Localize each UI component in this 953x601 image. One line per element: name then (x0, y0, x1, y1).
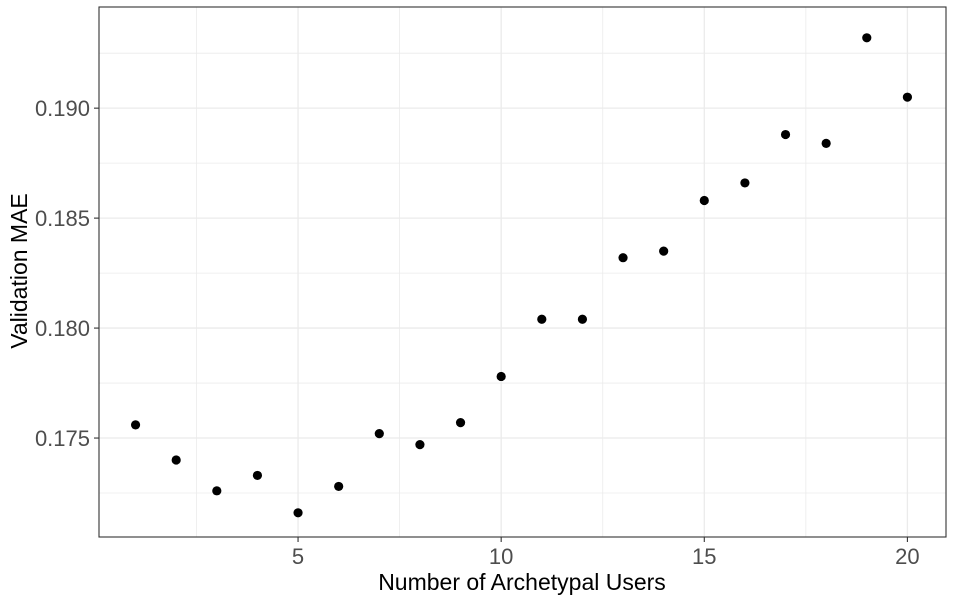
y-tick-label: 0.190 (35, 96, 90, 121)
data-point-4 (252, 470, 263, 481)
data-point-14 (659, 246, 669, 256)
data-point-7 (374, 429, 384, 439)
data-point-8 (415, 440, 425, 450)
data-point-20 (902, 92, 913, 102)
x-tick-label: 5 (292, 544, 304, 569)
x-tick-labels: 5 10 15 20 (292, 544, 920, 569)
data-point-11 (537, 314, 547, 324)
y-tick-label: 0.180 (35, 316, 90, 341)
data-point-10 (496, 371, 506, 382)
x-tick-label: 20 (895, 544, 919, 569)
y-tick-labels: 0.175 0.180 0.185 0.190 (35, 96, 90, 451)
data-point-15 (699, 195, 709, 206)
panel-border (98, 6, 947, 538)
data-points (130, 33, 913, 518)
data-point-19 (862, 33, 872, 43)
data-point-18 (821, 138, 831, 148)
grid-lines (99, 7, 946, 537)
x-tick-label: 15 (692, 544, 716, 569)
data-point-5 (293, 508, 303, 518)
y-tick-label: 0.175 (35, 426, 90, 451)
x-axis-title: Number of Archetypal Users (378, 569, 666, 595)
data-point-2 (171, 455, 181, 465)
data-point-16 (740, 178, 750, 188)
data-point-6 (334, 481, 344, 492)
data-point-17 (780, 129, 791, 140)
data-point-13 (618, 253, 628, 263)
x-tick-label: 10 (489, 544, 513, 569)
data-point-1 (130, 420, 141, 430)
axis-ticks (94, 107, 908, 542)
y-axis-title: Validation MAE (6, 193, 32, 349)
y-tick-label: 0.185 (35, 206, 90, 231)
data-point-3 (212, 486, 222, 496)
data-point-9 (455, 418, 466, 428)
data-point-12 (577, 314, 588, 324)
